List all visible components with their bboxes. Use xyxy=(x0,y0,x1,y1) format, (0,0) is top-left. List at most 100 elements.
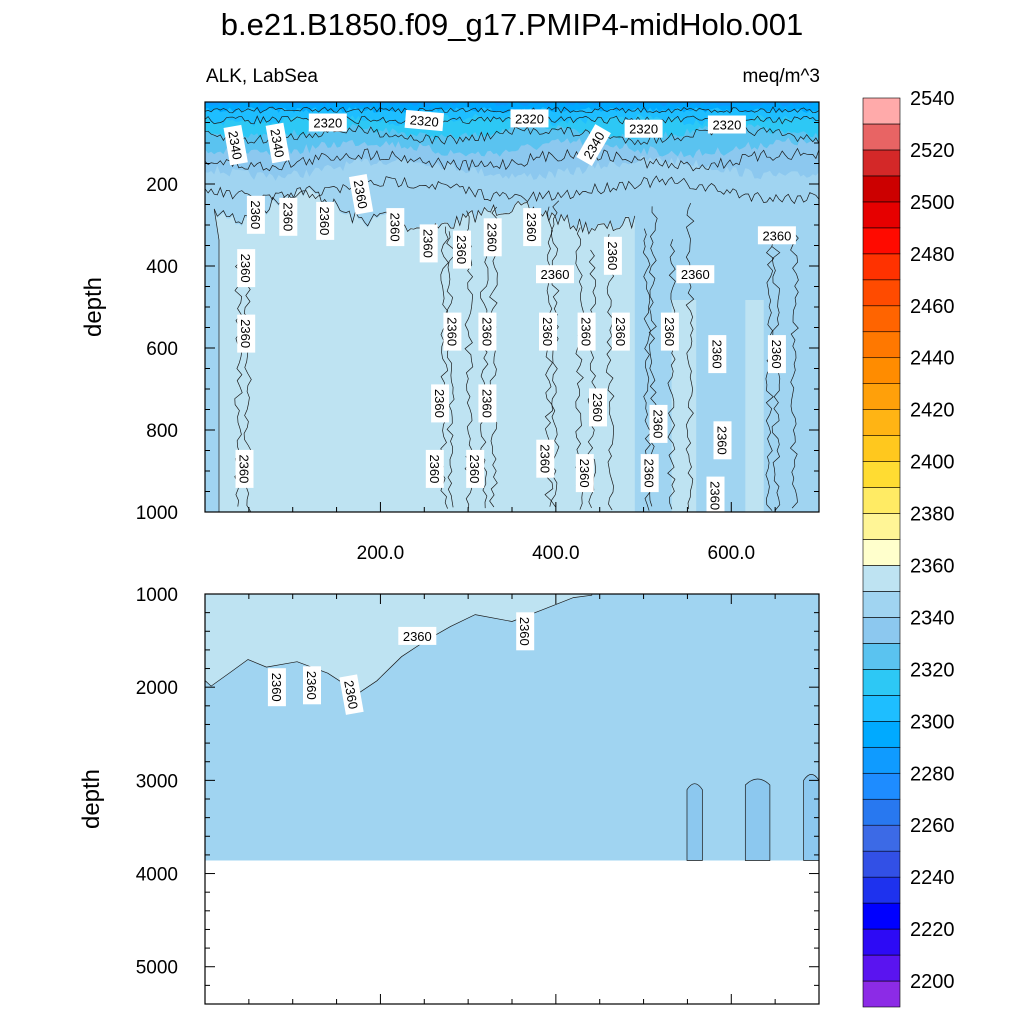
colorbar-box xyxy=(862,487,901,514)
colorbar-box xyxy=(862,980,901,1008)
lower-contour-label-box xyxy=(398,626,437,645)
upper-contour-label-box xyxy=(453,230,471,269)
upper-contour-label: 2360 xyxy=(649,404,668,443)
upper-contour-label-text: 2360 xyxy=(479,389,494,418)
upper-contour-label: 2360 xyxy=(660,312,679,351)
lower-contour-label-box xyxy=(339,674,364,715)
upper-contour-label-box xyxy=(246,195,265,234)
lower-y-tick-label: 1000 xyxy=(136,585,178,606)
upper-contour-label-text: 2360 xyxy=(421,229,436,258)
upper-contour-label-text: 2340 xyxy=(225,130,245,161)
colorbar-label: 2420 xyxy=(910,400,955,422)
upper-contour-column xyxy=(685,202,695,510)
upper-contour-label-box xyxy=(708,335,727,374)
upper-contour-label: 2360 xyxy=(279,197,298,236)
upper-contour-label-box xyxy=(316,201,335,240)
colorbar-box xyxy=(862,695,901,722)
colorbar-box xyxy=(862,772,901,800)
upper-contour-label: 2360 xyxy=(575,454,594,493)
upper-contour-label: 2360 xyxy=(316,201,335,240)
upper-contour-label-text: 2360 xyxy=(432,389,447,418)
upper-contour-label-text: 2320 xyxy=(712,118,741,133)
upper-contour-label: 2360 xyxy=(483,218,502,257)
upper-contour-label: 2360 xyxy=(536,439,555,478)
upper-contour-label-text: 2360 xyxy=(387,213,402,242)
upper-contour-label-text: 2360 xyxy=(708,481,723,510)
colorbar-box xyxy=(862,149,901,177)
upper-contour-label-box xyxy=(576,124,611,167)
upper-contour-label-box xyxy=(660,312,679,351)
upper-x-tick-label: 600.0 xyxy=(708,543,756,564)
upper-contour-label-text: 2360 xyxy=(613,317,628,346)
upper-contour-label: 2360 xyxy=(453,230,471,269)
upper-contour-label-text: 2360 xyxy=(317,206,332,235)
upper-contour-label-text: 2360 xyxy=(681,267,710,282)
lower-contour-label: 2360 xyxy=(303,666,321,705)
upper-contour-label: 2360 xyxy=(246,195,265,234)
upper-contour-label: 2340 xyxy=(265,122,290,164)
upper-contour-label-box xyxy=(466,449,485,488)
upper-contour-label: 2360 xyxy=(713,421,732,460)
upper-contour-label-box xyxy=(577,312,596,351)
colorbar-box xyxy=(862,669,901,696)
colorbar-box xyxy=(862,746,901,774)
upper-contour-label: 2360 xyxy=(386,208,405,247)
upper-y-tick-label: 1000 xyxy=(136,503,178,524)
upper-contour-column xyxy=(587,249,596,509)
upper-contour-label-box xyxy=(431,384,450,423)
upper-contour-label-box xyxy=(478,384,497,423)
lower-y-axis: 1000 2000 3000 4000 5000 xyxy=(136,585,819,986)
upper-contour-label-text: 2320 xyxy=(515,111,544,126)
lower-dark-patch xyxy=(686,783,703,861)
upper-contour-label: 2360 xyxy=(577,312,596,351)
upper-contour-label-text: 2360 xyxy=(238,254,253,283)
upper-contour-column xyxy=(489,206,498,508)
upper-contour-label-box xyxy=(707,115,746,134)
upper-contour-label-text: 2320 xyxy=(409,112,439,129)
upper-x-axis: 200.0 400.0 600.0 xyxy=(248,102,776,564)
lower-depth-panel: 2360 2360 2360 2360 2360 1000 2000 3000 4000 500… xyxy=(78,585,820,1005)
colorbar-box xyxy=(862,591,901,618)
lower-y-tick-label: 4000 xyxy=(136,865,178,886)
upper-contour-label: 2360 xyxy=(603,236,622,275)
colorbar-box xyxy=(862,928,901,956)
colorbar-label: 2360 xyxy=(910,556,955,578)
upper-y-axis: 200 400 600 800 1000 xyxy=(136,122,819,524)
upper-contour-label: 2360 xyxy=(235,449,254,488)
upper-contour-label: 2360 xyxy=(539,312,557,351)
upper-contour-label-box xyxy=(237,314,256,353)
upper-contour-label-box xyxy=(523,208,542,247)
upper-contour-label-text: 2320 xyxy=(313,116,342,131)
colorbar-box xyxy=(862,461,901,488)
upper-contour-column xyxy=(789,231,799,509)
upper-contour-label: 2360 xyxy=(611,312,630,351)
upper-band-2300 xyxy=(205,102,819,106)
colorbar-label: 2260 xyxy=(910,815,955,837)
colorbar-label: 2300 xyxy=(910,711,955,733)
upper-contour-label-text: 2360 xyxy=(642,459,657,488)
upper-contour-label-box xyxy=(676,265,715,284)
colorbar-label: 2380 xyxy=(910,504,955,526)
upper-contour-label-text: 2360 xyxy=(479,317,494,346)
upper-contour-label-text: 2360 xyxy=(715,426,730,455)
upper-x-tick-label: 400.0 xyxy=(532,543,580,564)
colorbar-box xyxy=(862,409,901,436)
upper-contour-label-box xyxy=(265,122,290,164)
upper-contour-label-text: 2360 xyxy=(248,200,263,229)
colorbar-label: 2480 xyxy=(910,244,955,266)
upper-contour-label-box xyxy=(536,439,555,478)
upper-contour-2350 xyxy=(205,175,819,205)
upper-contour-label-text: 2360 xyxy=(537,444,552,473)
upper-y-tick-label: 400 xyxy=(146,257,178,278)
lower-contour-labels: 2360 2360 2360 2360 2360 xyxy=(267,612,535,715)
upper-contour-column xyxy=(765,240,775,511)
lower-contour-label-text: 2360 xyxy=(341,679,361,710)
units-label: meq/m^3 xyxy=(742,66,820,87)
upper-contour-label: 2360 xyxy=(676,265,715,284)
upper-contour-label-text: 2360 xyxy=(540,317,555,346)
lower-contour-label: 2360 xyxy=(516,612,535,651)
upper-contour-label: 2360 xyxy=(425,449,444,488)
upper-contour-label: 2320 xyxy=(510,109,549,128)
upper-contour-label-box xyxy=(223,124,248,166)
colorbar-box xyxy=(862,617,901,644)
